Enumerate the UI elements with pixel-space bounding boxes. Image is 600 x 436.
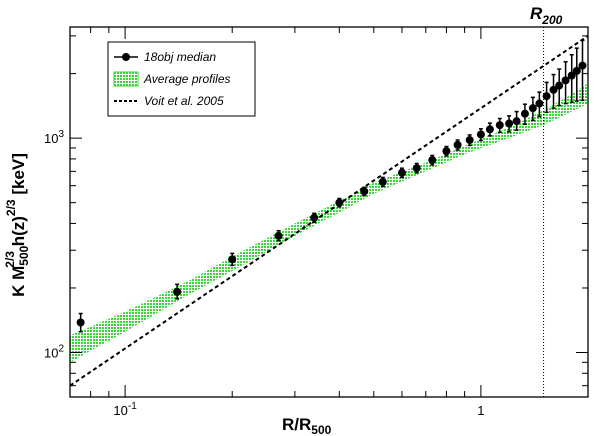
axes: 10-1 1 102 103 — [44, 26, 589, 418]
median-marker — [453, 140, 462, 149]
median-data-point — [412, 162, 421, 174]
legend-entry: 18obj median — [114, 50, 216, 64]
median-marker — [397, 168, 406, 177]
median-data-point — [378, 176, 387, 188]
median-marker — [555, 81, 564, 90]
median-data-point — [549, 73, 558, 109]
median-marker — [535, 99, 544, 108]
median-marker — [512, 117, 521, 126]
median-data-point — [505, 115, 514, 133]
median-data-point — [555, 68, 564, 107]
median-data-point — [397, 167, 406, 179]
median-data-point — [173, 283, 182, 300]
median-data-point — [476, 128, 485, 142]
average-profiles-band — [70, 83, 588, 363]
legend-label: Average profiles — [143, 72, 231, 86]
x-tick-label: 10-1 — [113, 401, 137, 418]
median-data-point — [76, 312, 85, 333]
median-data-point — [453, 139, 462, 151]
median-data-point — [520, 103, 529, 126]
median-marker — [335, 198, 344, 207]
plot-area — [70, 27, 588, 397]
x-axis-label: R/R500 — [282, 415, 332, 436]
median-data-point — [495, 117, 504, 134]
median-marker — [465, 136, 474, 145]
median-marker — [528, 104, 537, 113]
median-data-point — [578, 39, 587, 102]
median-marker — [578, 61, 587, 70]
median-data-point — [360, 186, 369, 197]
median-marker — [428, 156, 437, 165]
y-tick-label: 103 — [44, 129, 64, 146]
median-marker — [505, 119, 514, 128]
median-data-point — [542, 81, 551, 114]
median-data-point — [535, 91, 544, 118]
median-marker — [442, 147, 451, 156]
median-marker — [274, 231, 283, 240]
median-marker — [378, 177, 387, 186]
median-marker — [520, 109, 529, 118]
median-data-point — [442, 145, 451, 157]
median-data-point — [465, 134, 474, 147]
median-marker — [310, 213, 319, 222]
median-marker — [76, 318, 85, 327]
median-marker — [360, 187, 369, 196]
median-data-point — [335, 197, 344, 208]
median-data-point — [485, 122, 494, 137]
median-marker — [549, 85, 558, 94]
plot-frame — [69, 26, 589, 398]
median-marker — [412, 164, 421, 173]
legend-entry: Average profiles — [113, 71, 231, 87]
median-marker — [476, 130, 485, 139]
median-marker — [542, 92, 551, 101]
median-marker — [572, 66, 581, 75]
voit-2005-line — [70, 35, 588, 387]
median-data-point — [528, 96, 537, 122]
median-data-point — [274, 229, 283, 242]
y-axis-label: K M5002/3 h(z)2/3 [keV] — [3, 153, 31, 297]
legend-marker-swatch — [122, 53, 130, 61]
r200-label: R200 — [530, 4, 563, 27]
median-data-point — [567, 53, 576, 104]
legend: 18obj median Average profiles Voit et al. … — [107, 41, 256, 117]
median-marker — [228, 255, 237, 264]
median-data-point — [428, 154, 437, 166]
y-tick-label: 102 — [44, 343, 64, 360]
legend-label: Voit et al. 2005 — [144, 94, 224, 108]
median-data-point — [512, 110, 521, 131]
median-data-point — [310, 212, 319, 224]
legend-label: 18obj median — [144, 50, 216, 64]
axis-labels: R/R500 K M5002/3 h(z)2/3 [keV] R200 — [3, 4, 563, 436]
median-marker — [173, 287, 182, 296]
legend-band-swatch — [113, 71, 139, 87]
median-marker — [567, 71, 576, 80]
median-data-point — [228, 252, 237, 267]
median-data-point — [561, 61, 570, 105]
x-tick-label: 1 — [477, 403, 484, 418]
median-data-point — [572, 47, 581, 102]
median-marker — [561, 76, 570, 85]
legend-entry: Voit et al. 2005 — [114, 94, 224, 108]
median-marker — [495, 121, 504, 130]
median-marker — [485, 125, 494, 134]
